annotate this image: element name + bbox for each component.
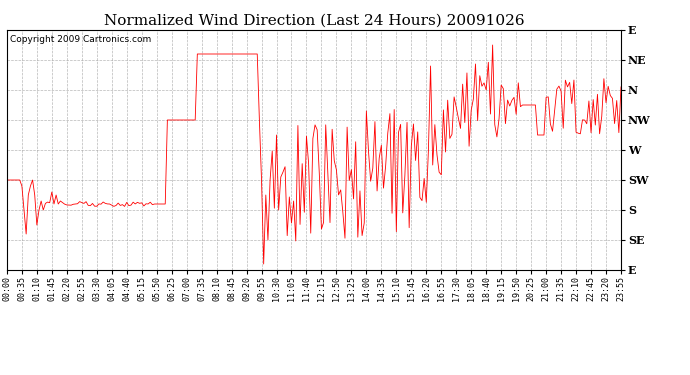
Text: Copyright 2009 Cartronics.com: Copyright 2009 Cartronics.com [10,35,151,44]
Title: Normalized Wind Direction (Last 24 Hours) 20091026: Normalized Wind Direction (Last 24 Hours… [104,13,524,27]
